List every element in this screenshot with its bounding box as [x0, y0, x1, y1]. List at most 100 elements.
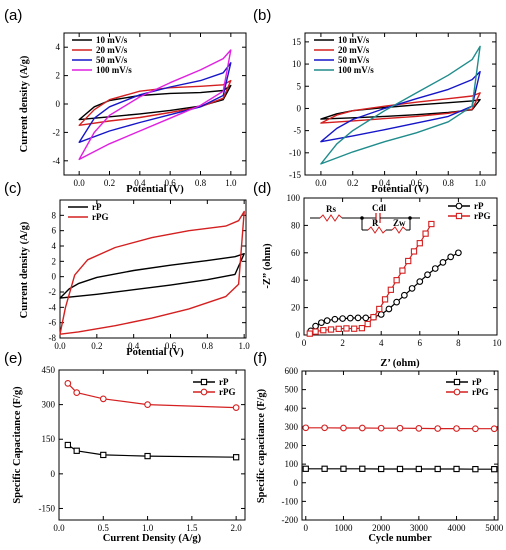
legend-label: 20 mV/s [96, 45, 128, 55]
series-line [67, 382, 237, 409]
data-point [100, 451, 107, 459]
y-tick-label: 200 [285, 441, 299, 451]
data-point [340, 424, 347, 432]
y-tick-label: 4 [52, 241, 57, 251]
data-point [331, 315, 339, 323]
resistor-r [367, 226, 387, 234]
y-tick-label: -6 [49, 318, 57, 328]
y-tick-label: 20 [291, 303, 301, 313]
series-loop [59, 210, 245, 335]
legend-label: 20 mV/s [338, 45, 370, 55]
data-point [335, 325, 342, 332]
data-point [377, 311, 385, 318]
x-axis-label: Potential (V) [371, 184, 429, 195]
data-point [302, 465, 309, 472]
data-point [306, 330, 313, 337]
x-tick-label: 3000 [410, 523, 429, 533]
data-point [346, 314, 354, 322]
x-axis-label: Z’ (ohm) [380, 358, 420, 369]
data-point [424, 271, 431, 279]
y-tick-label: 300 [285, 422, 299, 432]
data-point [434, 425, 442, 432]
y-axis-label: Current density (A/g) [19, 55, 30, 152]
y-tick-label: 600 [285, 366, 299, 376]
data-point [410, 248, 418, 255]
x-tick-label: 4 [379, 338, 384, 348]
x-tick-label: 0.0 [74, 178, 86, 188]
x-tick-label: 1000 [334, 523, 353, 533]
x-tick-label: 1.0 [225, 178, 237, 188]
data-point [447, 253, 455, 261]
y-tick-label: 100 [287, 193, 301, 203]
data-point [232, 454, 240, 461]
data-point [415, 465, 422, 473]
data-point [401, 291, 408, 299]
circuit-label-rs: Rs [326, 204, 336, 214]
y-tick-label: 0 [56, 99, 61, 109]
data-point [144, 452, 151, 460]
data-point [321, 465, 328, 472]
data-point [364, 320, 371, 328]
x-tick-label: 0 [302, 338, 307, 348]
panel-c: (c) 0.0 0.2 0.4 0.6 0.8 1.0 -8 -6 -4 -2 0 2 4 6 8 Potent… [4, 180, 250, 358]
data-point [64, 441, 72, 449]
data-point [408, 285, 416, 292]
x-tick-label: 8 [456, 338, 461, 348]
series-loop [59, 252, 245, 299]
data-point [393, 277, 400, 284]
y-tick-label: -5 [294, 126, 302, 136]
x-tick-label: 2.0 [231, 523, 243, 533]
y-tick-label: -150 [39, 503, 56, 513]
series-loop [78, 79, 232, 127]
y-tick-label: 2 [56, 71, 61, 81]
x-axis-label: Potential (V) [126, 347, 184, 358]
y-tick-label: 450 [42, 365, 56, 375]
panel-label: (e) [4, 350, 22, 367]
y-tick-label: 6 [52, 226, 57, 236]
data-point [312, 322, 319, 330]
resistor-rs [319, 214, 343, 222]
data-point [232, 404, 240, 411]
data-point [455, 249, 462, 257]
data-point [362, 314, 370, 322]
series-loop [320, 92, 481, 124]
circuit-label-zw: Zw [393, 218, 406, 228]
legend-label: rPG [472, 387, 489, 397]
legend-marker [200, 388, 208, 396]
legend-marker [455, 202, 463, 210]
x-tick-label: 0.6 [165, 341, 177, 351]
x-tick-label: 1.0 [142, 523, 154, 533]
x-tick-label: 2000 [372, 523, 391, 533]
legend-label: rPG [474, 211, 491, 221]
legend-marker [455, 212, 463, 220]
panel-label: (c) [4, 180, 22, 197]
data-point [381, 296, 389, 303]
x-tick-label: 0.4 [128, 341, 140, 351]
panel-label: (a) [4, 7, 22, 24]
series-loop [320, 45, 481, 165]
x-tick-label: 0.8 [443, 178, 455, 188]
data-point [472, 466, 479, 473]
y-tick-label: -200 [282, 515, 299, 525]
data-point [339, 315, 346, 322]
panel-a: (a) 0.0 0.2 0.4 0.6 0.8 1.0 -4 -2 0 2 4 Potential (V… [4, 7, 247, 195]
panel-label: (d) [253, 180, 271, 197]
y-axis-label: Specific Capacitance (F/g) [12, 386, 23, 504]
data-point [320, 327, 327, 334]
legend-label: rP [219, 377, 229, 387]
data-point [318, 319, 325, 327]
data-point [396, 465, 404, 473]
data-point [431, 265, 439, 272]
panel-label: (f) [253, 350, 267, 367]
data-point [99, 395, 107, 403]
legend-label: rP [474, 201, 484, 211]
legend-label: rPG [92, 212, 109, 222]
data-point [393, 298, 400, 306]
x-tick-label: 0.8 [202, 341, 214, 351]
legend-label: 100 mV/s [96, 65, 132, 75]
data-point [378, 465, 385, 473]
y-tick-label: 0 [52, 272, 57, 282]
data-point [453, 425, 460, 432]
